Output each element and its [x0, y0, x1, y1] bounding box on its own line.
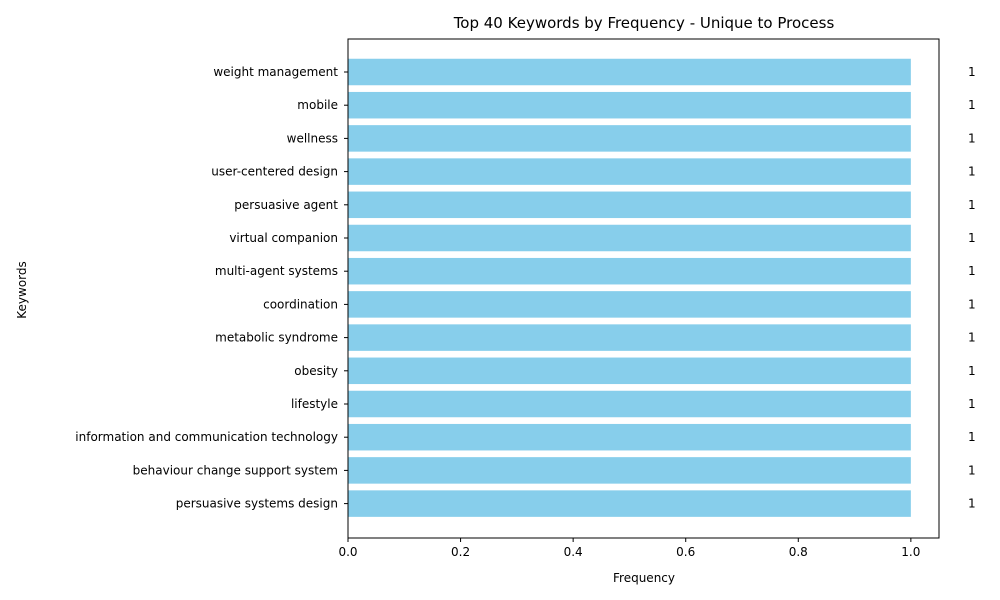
- chart-title: Top 40 Keywords by Frequency - Unique to…: [453, 14, 835, 32]
- bar-value-label: 1: [968, 364, 976, 378]
- x-ticks: 0.0 0.2 0.4 0.6 0.8 1.0: [338, 538, 920, 559]
- x-axis-label: Frequency: [613, 571, 675, 585]
- bar: [348, 191, 911, 219]
- y-tick-label: metabolic syndrome: [215, 331, 338, 345]
- x-tick-label: 0.8: [789, 545, 808, 559]
- bar-value-label: 1: [968, 463, 976, 477]
- bar-value-label: 1: [968, 131, 976, 145]
- x-tick-label: 0.6: [676, 545, 695, 559]
- bar-value-label: 1: [968, 397, 976, 411]
- bar: [348, 91, 911, 119]
- bar-value-label: 1: [968, 65, 976, 79]
- bar-value-label: 1: [968, 331, 976, 345]
- x-tick-label: 0.4: [564, 545, 583, 559]
- y-tick-label: multi-agent systems: [215, 264, 338, 278]
- y-axis-label: Keywords: [15, 261, 29, 319]
- y-tick-label: behaviour change support system: [133, 463, 338, 477]
- y-tick-label: user-centered design: [211, 165, 338, 179]
- bar: [348, 291, 911, 318]
- bar: [348, 390, 911, 418]
- bar: [348, 324, 911, 351]
- y-tick-label: lifestyle: [291, 397, 338, 411]
- x-tick-label: 0.2: [451, 545, 470, 559]
- bar: [348, 158, 911, 185]
- bar-value-label: 1: [968, 264, 976, 278]
- bar: [348, 423, 911, 451]
- x-tick-label: 1.0: [901, 545, 920, 559]
- y-tick-label: mobile: [297, 98, 338, 112]
- y-tick-label: persuasive agent: [234, 198, 338, 212]
- bar: [348, 257, 911, 285]
- y-tick-label: wellness: [287, 131, 338, 145]
- bar: [348, 224, 911, 252]
- data-labels: 1 1 1 1 1 1 1 1 1 1 1 1 1 1: [968, 65, 976, 511]
- y-tick-label: coordination: [263, 297, 338, 311]
- bar-value-label: 1: [968, 297, 976, 311]
- plot-area-frame: [347, 38, 940, 539]
- y-tick-label: virtual companion: [229, 231, 338, 245]
- x-tick-label: 0.0: [338, 545, 357, 559]
- y-tick-label: information and communication technology: [75, 430, 338, 444]
- y-tick-label: weight management: [213, 65, 338, 79]
- bar-value-label: 1: [968, 165, 976, 179]
- bar-value-label: 1: [968, 497, 976, 511]
- bar-value-label: 1: [968, 231, 976, 245]
- bar-value-label: 1: [968, 430, 976, 444]
- bar: [348, 357, 911, 385]
- bar: [348, 457, 911, 484]
- bar: [348, 58, 911, 86]
- bar-value-label: 1: [968, 98, 976, 112]
- bar: [348, 490, 911, 517]
- y-tick-label: obesity: [294, 364, 338, 378]
- bar-value-label: 1: [968, 198, 976, 212]
- y-tick-label: persuasive systems design: [176, 497, 338, 511]
- bar: [348, 125, 911, 152]
- y-tick-labels: weight management mobile wellness user-cent…: [75, 65, 348, 511]
- bars-group: [348, 58, 911, 517]
